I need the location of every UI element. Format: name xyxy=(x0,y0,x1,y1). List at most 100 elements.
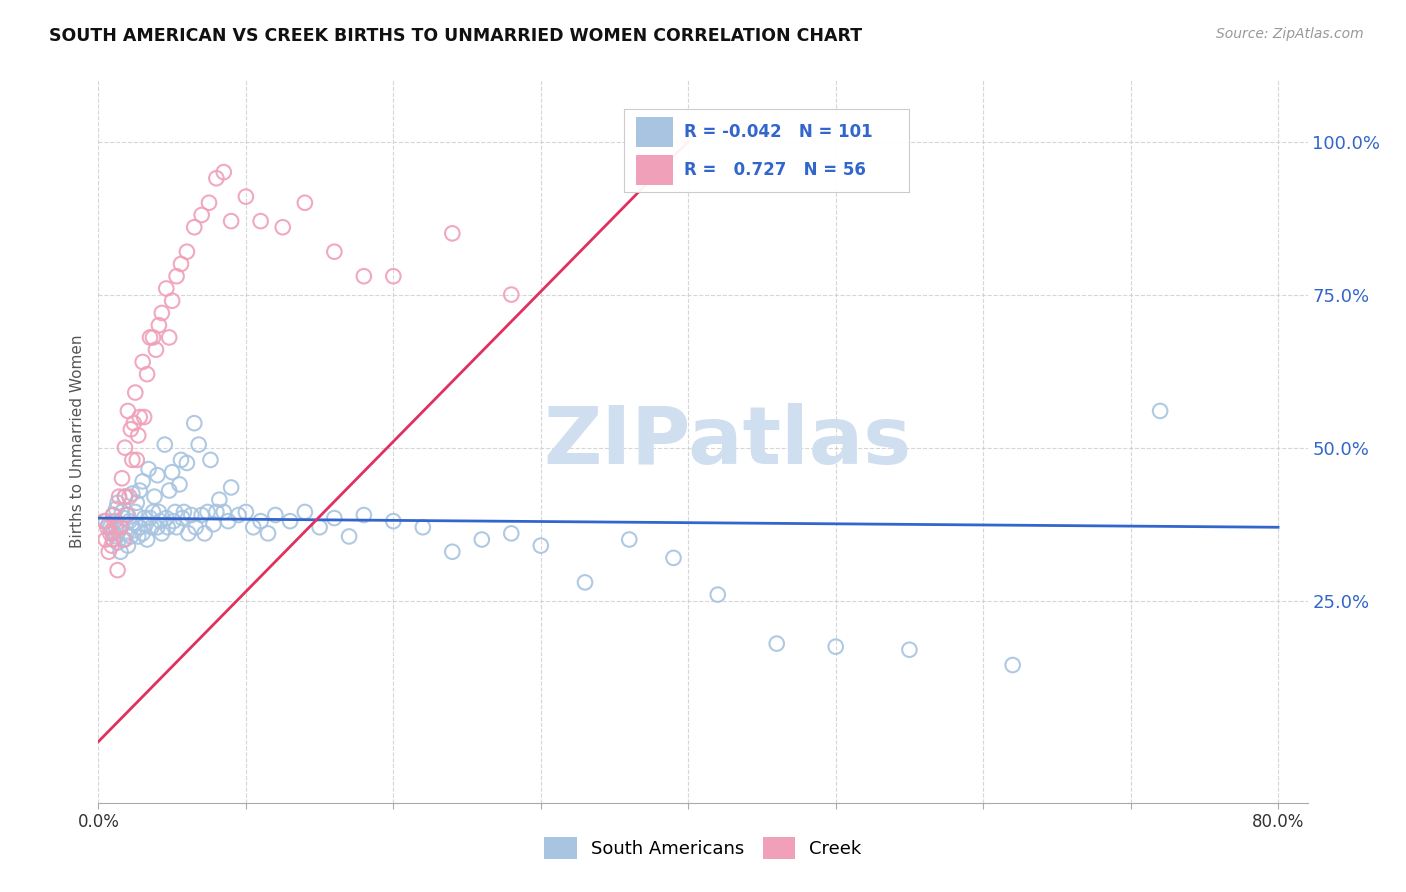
Point xyxy=(150,306,173,320)
Point xyxy=(135,517,157,532)
Point xyxy=(134,410,156,425)
Text: SOUTH AMERICAN VS CREEK BIRTHS TO UNMARRIED WOMEN CORRELATION CHART: SOUTH AMERICAN VS CREEK BIRTHS TO UNMARR… xyxy=(49,27,862,45)
Point xyxy=(101,533,124,547)
Point xyxy=(271,220,294,235)
Point xyxy=(146,520,169,534)
Point xyxy=(108,490,131,504)
Point xyxy=(115,526,138,541)
Point xyxy=(202,517,225,532)
Point xyxy=(278,514,301,528)
Point xyxy=(177,526,200,541)
Point xyxy=(115,508,138,522)
Point xyxy=(142,505,165,519)
Point xyxy=(117,508,139,522)
Point xyxy=(145,343,167,357)
Point xyxy=(155,511,177,525)
Point xyxy=(662,550,685,565)
Point xyxy=(165,505,187,519)
Point xyxy=(117,539,139,553)
Point xyxy=(96,520,118,534)
Point xyxy=(257,526,280,541)
Point xyxy=(127,428,149,442)
Point xyxy=(157,483,180,498)
Point xyxy=(153,437,176,451)
Point xyxy=(249,514,271,528)
Point xyxy=(138,462,160,476)
Point xyxy=(574,575,596,590)
Point xyxy=(128,410,150,425)
Point xyxy=(235,189,257,203)
Point xyxy=(1149,404,1171,418)
Point xyxy=(105,520,128,534)
Point xyxy=(194,526,217,541)
Point xyxy=(101,508,124,522)
Text: Source: ZipAtlas.com: Source: ZipAtlas.com xyxy=(1216,27,1364,41)
Point xyxy=(127,529,149,543)
Point xyxy=(294,195,316,210)
Point xyxy=(118,514,141,528)
Point xyxy=(136,533,159,547)
Point xyxy=(190,508,212,522)
Point xyxy=(180,508,202,522)
Point xyxy=(323,511,346,525)
Point xyxy=(107,535,129,549)
Point xyxy=(107,563,129,577)
Point xyxy=(172,511,194,525)
Point xyxy=(131,526,153,541)
Point xyxy=(156,520,179,534)
Point xyxy=(100,524,122,538)
Point xyxy=(134,511,156,525)
Point xyxy=(200,453,222,467)
Point xyxy=(104,514,127,528)
Point xyxy=(184,520,207,534)
Legend: South Americans, Creek: South Americans, Creek xyxy=(544,837,862,859)
Point xyxy=(97,517,120,532)
Point xyxy=(125,453,148,467)
Point xyxy=(101,508,124,522)
Point xyxy=(111,471,134,485)
Point xyxy=(97,545,120,559)
Point xyxy=(323,244,346,259)
Point xyxy=(337,529,360,543)
Point xyxy=(111,505,134,519)
Point xyxy=(212,165,235,179)
Point xyxy=(176,244,198,259)
Y-axis label: Births to Unmarried Women: Births to Unmarried Women xyxy=(69,334,84,549)
Point xyxy=(898,642,921,657)
Point xyxy=(139,511,162,525)
Point xyxy=(190,208,212,222)
Point xyxy=(139,330,162,344)
Point xyxy=(183,220,205,235)
Point xyxy=(183,416,205,430)
Point xyxy=(765,637,787,651)
Point xyxy=(155,281,177,295)
Point xyxy=(114,490,136,504)
Point xyxy=(824,640,846,654)
Point xyxy=(205,171,228,186)
Point xyxy=(149,514,172,528)
Point xyxy=(146,468,169,483)
Point xyxy=(1001,658,1024,673)
Point xyxy=(264,508,287,522)
Point xyxy=(107,496,129,510)
Point xyxy=(120,529,142,543)
Point xyxy=(100,539,122,553)
Point xyxy=(110,517,132,532)
Point xyxy=(176,456,198,470)
Point xyxy=(170,257,193,271)
Point xyxy=(125,496,148,510)
Point xyxy=(219,480,242,494)
Point xyxy=(143,490,166,504)
Point xyxy=(228,508,250,522)
Point xyxy=(187,437,209,451)
Point xyxy=(235,505,257,519)
Point xyxy=(160,465,183,479)
Point xyxy=(120,422,142,436)
Point xyxy=(169,477,191,491)
Point xyxy=(166,269,188,284)
Point xyxy=(441,227,464,241)
Point xyxy=(112,511,135,525)
Point xyxy=(94,514,117,528)
Point xyxy=(94,533,117,547)
Point xyxy=(160,293,183,308)
